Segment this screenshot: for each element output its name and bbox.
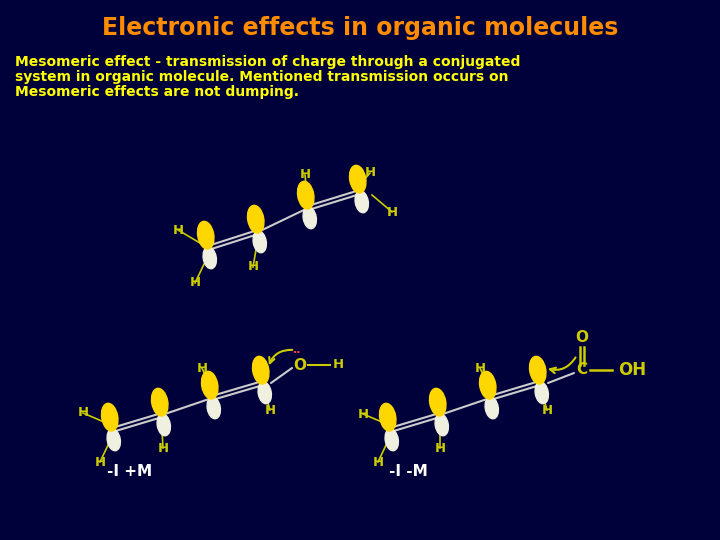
Ellipse shape [485,397,498,418]
Text: H: H [172,224,184,237]
Text: O: O [294,357,307,373]
Text: Electronic effects in organic molecules: Electronic effects in organic molecules [102,16,618,40]
Ellipse shape [435,414,449,436]
Ellipse shape [151,388,168,416]
Ellipse shape [253,231,266,253]
Ellipse shape [253,356,269,384]
Ellipse shape [203,247,217,269]
Text: Mesomeric effect - transmission of charge through a conjugated: Mesomeric effect - transmission of charg… [15,55,521,69]
Ellipse shape [303,207,316,229]
Ellipse shape [430,388,446,416]
Text: H: H [364,166,376,179]
Ellipse shape [157,414,171,436]
Ellipse shape [385,429,398,451]
Text: -I +M: -I +M [107,464,153,480]
Text: H: H [248,260,258,273]
Ellipse shape [207,397,220,418]
Ellipse shape [258,382,271,404]
Text: H: H [78,407,89,420]
Text: H: H [264,403,276,416]
Text: O: O [575,329,588,345]
Ellipse shape [248,205,264,233]
Text: H: H [94,456,106,469]
Ellipse shape [529,356,546,384]
Text: Mesomeric effects are not dumping.: Mesomeric effects are not dumping. [15,85,299,99]
Text: -I -M: -I -M [389,464,428,480]
Ellipse shape [297,181,314,209]
Text: H: H [474,361,485,375]
Text: H: H [372,456,384,469]
Ellipse shape [102,403,118,431]
Text: ··: ·· [293,348,301,358]
Text: OH: OH [618,361,646,379]
Text: C: C [577,362,588,377]
Ellipse shape [535,382,549,404]
Ellipse shape [355,191,369,213]
Text: H: H [158,442,168,455]
Ellipse shape [480,372,496,399]
Ellipse shape [107,429,120,451]
Text: H: H [541,403,552,416]
Text: system in organic molecule. Mentioned transmission occurs on: system in organic molecule. Mentioned tr… [15,70,508,84]
Ellipse shape [197,221,214,249]
Text: H: H [197,361,207,375]
Text: H: H [333,359,343,372]
Text: H: H [434,442,446,455]
Text: H: H [387,206,397,219]
Text: H: H [189,276,201,289]
Text: H: H [300,168,310,181]
Ellipse shape [379,403,396,431]
Ellipse shape [202,372,218,399]
Ellipse shape [349,165,366,193]
Text: H: H [357,408,369,421]
